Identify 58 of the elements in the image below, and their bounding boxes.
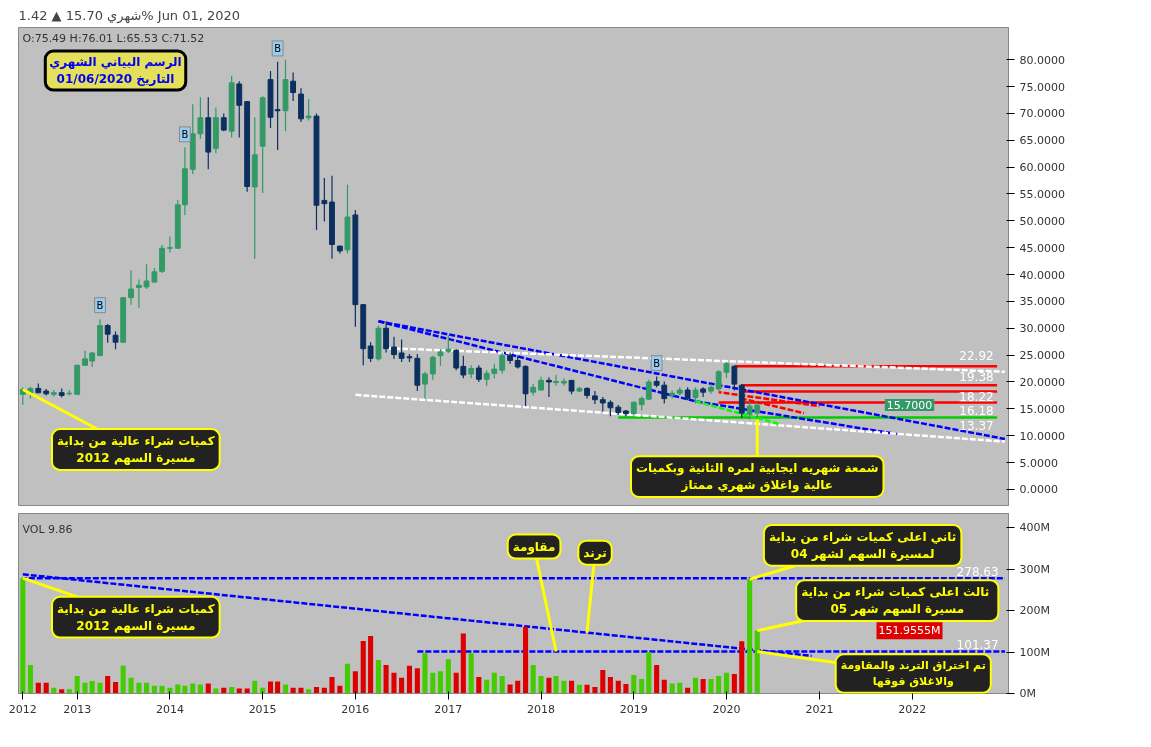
annotation: تم اختراق الترند والمقاومة والاغلاق فوقها — [840, 659, 986, 688]
annotation: 101.37 — [956, 638, 999, 653]
chart-title: شهري 15.70 ▲ 1.42% Jun 01, 2020 — [18, 7, 241, 24]
y-tick-label: 80.0000 — [1019, 53, 1065, 67]
x-tick-label: 2015 — [248, 702, 277, 716]
x-tick-label: 2016 — [341, 702, 370, 716]
y-tick-label: 60.0000 — [1019, 161, 1065, 175]
annotation: ترند — [583, 545, 607, 560]
annotation: 19.38 — [959, 369, 994, 384]
y-tick-label: 15.0000 — [1019, 402, 1065, 416]
y-tick-label: 40.0000 — [1019, 268, 1065, 282]
x-tick-label: 2012 — [8, 702, 37, 716]
y-tick-label: 50.0000 — [1019, 214, 1065, 228]
annotation: O:75.49 H:76.01 L:65.53 C:71.52 — [22, 32, 205, 46]
y-tick-label: 0M — [1019, 687, 1036, 700]
y-tick-label: 0.0000 — [1019, 483, 1058, 497]
annotation: كميات شراء عالية من بداية مسيرة السهم 2012 — [56, 434, 215, 465]
y-tick-label: 25.0000 — [1019, 349, 1065, 363]
y-tick-label: 45.0000 — [1019, 241, 1065, 255]
annotation: 18.22 — [959, 390, 994, 405]
y-tick-label: 5.0000 — [1019, 456, 1058, 470]
annotation: 151.9555M — [878, 624, 941, 638]
y-tick-label: 70.0000 — [1019, 107, 1065, 121]
y-tick-label: 75.0000 — [1019, 80, 1065, 94]
annotation: كميات شراء عالية من بداية مسيرة السهم 2012 — [56, 601, 215, 633]
annotation: 278.63 — [956, 564, 999, 579]
y-tick-label: 10.0000 — [1019, 429, 1065, 443]
annotation: ثاني اعلى كميات شراء من بداية لمسيرة السهم لشهر 04 — [768, 529, 957, 561]
y-tick-label: 200M — [1019, 604, 1050, 618]
x-tick-label: 2018 — [527, 702, 556, 716]
annotation: 16.18 — [959, 403, 994, 418]
annotation: الرسم البياني الشهري التاريخ 01/06/2020 — [49, 55, 182, 86]
y-tick-label: 55.0000 — [1019, 187, 1065, 201]
y-tick-label: 100M — [1019, 645, 1050, 659]
annotation: VOL 9.86 — [22, 522, 73, 536]
x-tick-label: 2017 — [434, 702, 463, 716]
annotation: 22.92 — [959, 349, 994, 364]
y-tick-label: 35.0000 — [1019, 295, 1065, 309]
x-tick-label: 2020 — [712, 702, 741, 716]
y-tick-label: 300M — [1019, 562, 1050, 576]
annotation: 15.7000 — [886, 399, 933, 413]
x-tick-label: 2019 — [619, 702, 648, 716]
x-tick-label: 2013 — [63, 702, 92, 716]
annotation: ثالث اعلى كميات شراء من بداية مسيرة السهم شهر 05 — [801, 585, 990, 617]
x-tick-label: 2022 — [898, 702, 927, 716]
annotation: B — [653, 357, 661, 369]
annotation: شمعة شهريه ايجابية لمره الثانية وبكميات عالية واغلاق شهري ممتاز — [636, 461, 879, 493]
y-tick-label: 30.0000 — [1019, 322, 1065, 336]
annotation: 13.37 — [959, 418, 994, 433]
x-tick-label: 2021 — [805, 702, 834, 716]
x-tick-label: 2014 — [155, 702, 184, 716]
y-tick-label: 20.0000 — [1019, 375, 1065, 389]
annotation: B — [96, 299, 104, 311]
annotation: مقاومة — [512, 539, 556, 555]
y-tick-label: 65.0000 — [1019, 134, 1065, 148]
annotation: B — [181, 128, 189, 140]
y-tick-label: 400M — [1019, 521, 1050, 535]
annotation: B — [274, 42, 282, 54]
